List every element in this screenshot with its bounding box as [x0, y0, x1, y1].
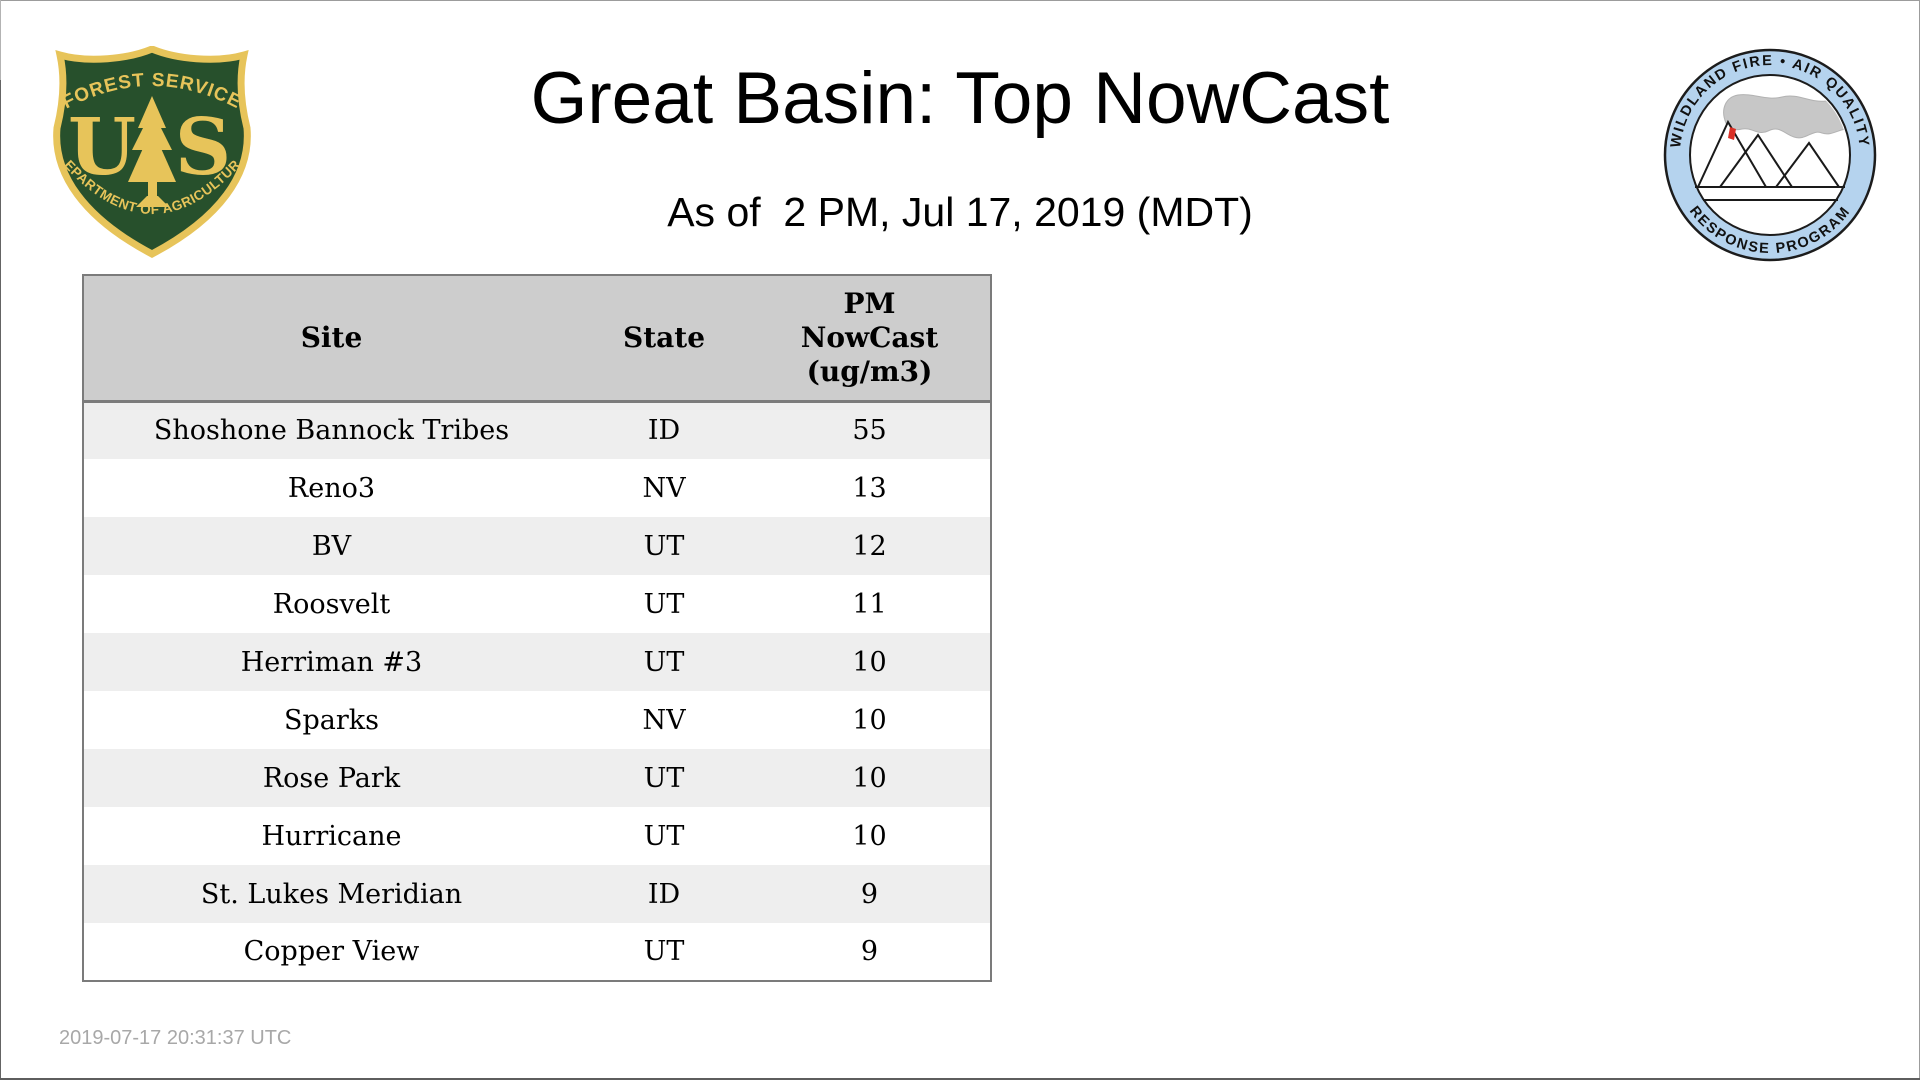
state-cell: UT [643, 936, 685, 967]
table-header-row: Site State PM NowCast (ug/m3) [83, 275, 991, 403]
value-cell: 13 [852, 472, 887, 504]
table-row: Roosvelt UT 11 [83, 575, 991, 633]
state-cell: UT [643, 588, 685, 620]
page-edge-left-dark [0, 80, 1, 1080]
table-row: St. Lukes Meridian ID 9 [83, 865, 991, 923]
site-cell: Sparks [283, 704, 379, 736]
value-cell: 55 [852, 415, 887, 447]
nowcast-table: Site State PM NowCast (ug/m3) Shoshone B… [82, 274, 992, 982]
forest-service-logo: FOREST SERVICE U S DEPARTMENT OF AGRICUL… [50, 46, 251, 258]
fire-icon [1728, 127, 1736, 140]
value-cell: 12 [852, 530, 887, 562]
pm-header-line-1: PM [843, 286, 896, 320]
site-cell: Roosvelt [272, 588, 391, 620]
site-cell: St. Lukes Meridian [200, 878, 463, 910]
fs-pine-tree-icon [128, 96, 176, 207]
smoke-icon [1723, 94, 1848, 139]
site-cell: Hurricane [261, 820, 402, 852]
table-row: Sparks NV 10 [83, 691, 991, 749]
state-cell: NV [642, 704, 686, 736]
site-cell: Copper View [243, 936, 420, 967]
pm-header-line-2: NowCast [800, 320, 939, 354]
state-cell: ID [647, 415, 681, 447]
fs-monogram-u: U [68, 102, 136, 193]
pm-header-line-3: (ug/m3) [806, 354, 933, 388]
generation-timestamp: 2019-07-17 20:31:37 UTC [59, 1027, 292, 1049]
fs-monogram-s: S [175, 102, 231, 193]
site-cell: Reno3 [287, 472, 376, 504]
state-cell: NV [642, 472, 686, 504]
site-cell: Herriman #3 [240, 646, 423, 678]
mountains-icon [1695, 119, 1845, 201]
pm-nowcast-column-header: PM NowCast (ug/m3) [749, 275, 991, 403]
state-column-header: State [579, 275, 749, 403]
wildland-fire-air-quality-logo: WILDLAND FIRE • AIR QUALITY RESPONSE PRO… [1663, 48, 1877, 262]
table-row: Shoshone Bannock Tribes ID 55 [83, 401, 991, 459]
value-cell: 9 [860, 878, 879, 910]
table-row: Herriman #3 UT 10 [83, 633, 991, 691]
table-row: BV UT 12 [83, 517, 991, 575]
value-cell: 10 [852, 762, 887, 794]
value-cell: 10 [852, 704, 887, 736]
site-cell: BV [311, 530, 352, 562]
table-row: Reno3 NV 13 [83, 459, 991, 517]
state-cell: UT [643, 762, 685, 794]
page-title: Great Basin: Top NowCast [530, 58, 1390, 139]
page-subtitle: As of 2 PM, Jul 17, 2019 (MDT) [667, 189, 1253, 235]
state-cell: UT [643, 820, 685, 852]
page-edge-bottom [0, 1078, 1920, 1080]
site-column-header: Site [83, 275, 579, 403]
state-cell: UT [643, 530, 685, 562]
table-row: Hurricane UT 10 [83, 807, 991, 865]
state-cell: UT [643, 646, 685, 678]
value-cell: 9 [860, 936, 879, 967]
value-cell: 11 [852, 588, 887, 620]
site-cell: Shoshone Bannock Tribes [153, 415, 510, 447]
value-cell: 10 [852, 820, 887, 852]
value-cell: 10 [852, 646, 887, 678]
state-cell: ID [647, 878, 681, 910]
table-row: Rose Park UT 10 [83, 749, 991, 807]
page-edge-left-light [0, 0, 1, 80]
table-row: Copper View UT 9 [83, 923, 991, 981]
page-edge-top [0, 0, 1920, 1]
site-cell: Rose Park [262, 762, 401, 794]
